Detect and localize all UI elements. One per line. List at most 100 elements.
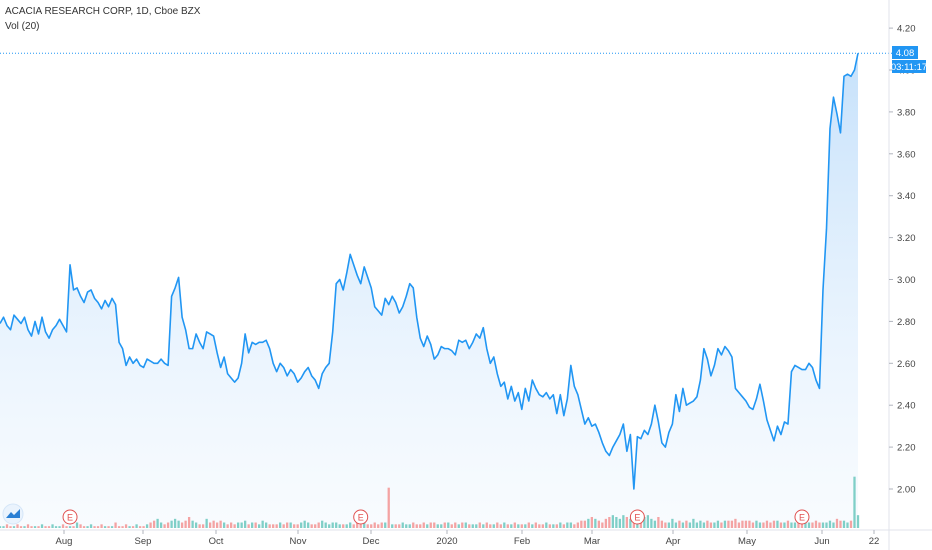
volume-bar xyxy=(503,522,506,528)
volume-bar xyxy=(758,522,762,528)
logo xyxy=(2,503,24,525)
earnings-marker[interactable]: E xyxy=(794,509,810,525)
volume-bar xyxy=(86,526,89,528)
volume-bar xyxy=(265,522,268,528)
volume-bar xyxy=(800,522,804,528)
volume-bar xyxy=(163,524,166,528)
price-series-line xyxy=(0,53,859,490)
volume-bar xyxy=(447,522,450,528)
volume-bar xyxy=(251,522,254,528)
earnings-marker-label: E xyxy=(358,513,364,523)
volume-bar xyxy=(839,520,842,528)
volume-bar xyxy=(468,524,471,528)
volume-bar xyxy=(258,524,261,528)
volume-bar xyxy=(457,524,460,528)
volume-bar xyxy=(405,524,408,528)
volume-bar xyxy=(82,526,86,528)
volume-bar xyxy=(33,526,37,528)
volume-bar xyxy=(236,522,240,528)
volume-bar xyxy=(401,522,404,528)
volume-bar xyxy=(117,526,121,528)
price-badge-box xyxy=(892,46,918,59)
volume-bar xyxy=(622,515,625,528)
volume-bar xyxy=(352,524,355,528)
volume-bar xyxy=(23,526,26,528)
volume-bar xyxy=(173,518,177,528)
volume-bar xyxy=(89,524,93,528)
y-tick-label: 2.40 xyxy=(897,401,916,412)
volume-bar xyxy=(282,524,285,528)
volume-bar xyxy=(566,522,569,528)
volume-bar xyxy=(604,518,607,528)
volume-bar xyxy=(215,522,219,528)
volume-bar xyxy=(68,526,72,528)
volume-bar xyxy=(110,526,114,528)
volume-bar xyxy=(198,524,201,528)
volume-bar xyxy=(597,520,600,528)
volume-bar xyxy=(184,520,187,528)
volume-bar xyxy=(664,522,667,528)
volume-bar xyxy=(825,522,828,528)
volume-bar xyxy=(61,524,65,528)
volume-bar xyxy=(807,522,811,528)
volume-bar xyxy=(377,524,380,528)
volume-bar xyxy=(394,524,397,528)
volume-bar xyxy=(359,524,362,528)
volume-bar xyxy=(138,526,142,528)
volume-bar xyxy=(667,522,671,528)
volume-bar xyxy=(96,526,100,528)
volume-bar xyxy=(321,520,324,528)
volume-bar xyxy=(419,524,422,528)
earnings-marker-label: E xyxy=(634,513,640,523)
y-tick-label: 3.00 xyxy=(897,275,916,286)
volume-bar xyxy=(688,522,692,528)
volume-bar xyxy=(47,526,51,528)
volume-bar xyxy=(527,522,530,528)
volume-bar xyxy=(765,520,769,528)
volume-bar xyxy=(790,522,793,528)
volume-bar xyxy=(793,522,797,528)
earnings-marker-circle xyxy=(629,509,645,525)
volume-bar xyxy=(569,522,572,528)
volume-bar xyxy=(660,520,664,528)
volume-bar xyxy=(219,520,222,528)
volume-bar xyxy=(166,522,170,528)
volume-bar xyxy=(786,520,790,528)
volume-bar xyxy=(695,522,699,528)
volume-bar xyxy=(380,522,383,528)
volume-bar xyxy=(317,522,320,528)
volume-bar xyxy=(275,524,278,528)
volume-bar xyxy=(440,524,443,528)
earnings-marker[interactable]: E xyxy=(62,509,78,525)
volume-bar xyxy=(19,526,23,528)
volume-bar xyxy=(611,515,614,528)
volume-bar xyxy=(338,524,341,528)
earnings-marker[interactable]: E xyxy=(353,509,369,525)
volume-bar xyxy=(201,524,205,528)
volume-bar xyxy=(240,522,243,528)
volume-bar xyxy=(464,522,467,528)
volume-bar xyxy=(730,520,734,528)
y-tick-label: 4.20 xyxy=(897,24,916,35)
volume-bar xyxy=(335,522,338,528)
volume-bar xyxy=(9,526,12,528)
volume-bar xyxy=(293,524,296,528)
volume-bar xyxy=(373,522,376,528)
volume-bar xyxy=(643,517,646,528)
volume-bar xyxy=(114,522,117,528)
volume-bar xyxy=(40,524,44,528)
volume-bar xyxy=(748,520,751,528)
volume-bar xyxy=(538,524,541,528)
volume-bar xyxy=(835,518,839,528)
volume-bar xyxy=(289,522,292,528)
volume-bar xyxy=(156,518,159,528)
volume-bar xyxy=(587,518,590,528)
volume-bar xyxy=(142,526,145,528)
volume-bar xyxy=(492,524,495,528)
earnings-marker[interactable]: E xyxy=(629,509,645,525)
volume-bar xyxy=(762,522,765,528)
x-tick-label: Oct xyxy=(209,536,224,547)
